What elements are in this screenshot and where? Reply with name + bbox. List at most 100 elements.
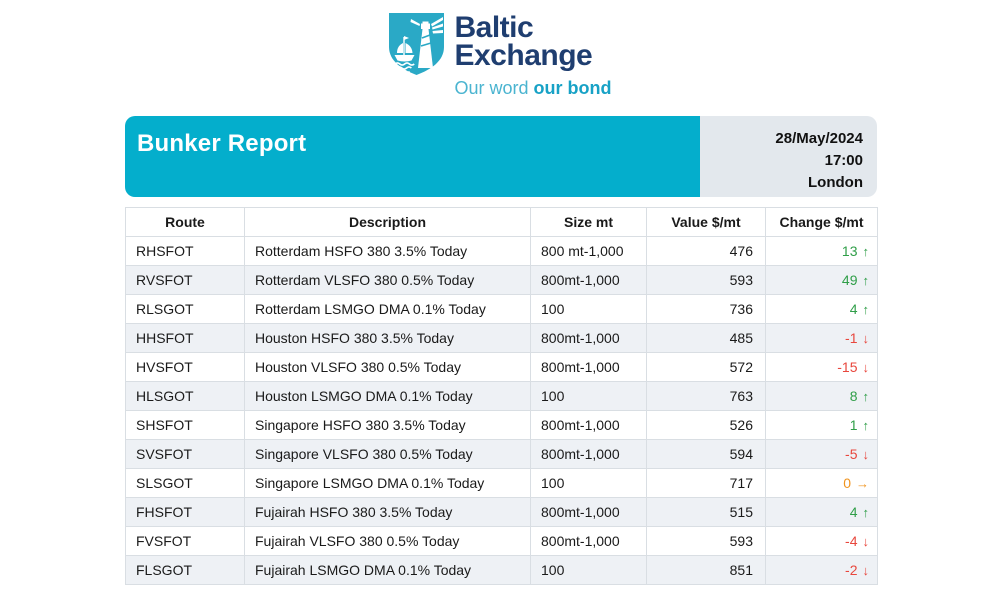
logo-name-line1: Baltic: [454, 11, 534, 44]
table-header-row: Route Description Size mt Value $/mt Cha…: [125, 207, 878, 237]
change-arrow-icon: ↓: [862, 331, 870, 346]
description-cell: Rotterdam VLSFO 380 0.5% Today: [244, 265, 531, 295]
value-cell: 594: [646, 439, 766, 469]
size-cell: 800mt-1,000: [530, 410, 647, 440]
value-cell: 736: [646, 294, 766, 324]
change-value: 8: [849, 388, 858, 404]
size-cell: 800 mt-1,000: [530, 236, 647, 266]
size-cell: 100: [530, 381, 647, 411]
change-value: -1: [845, 330, 858, 346]
tagline-bold: our bond: [533, 78, 612, 98]
header-size: Size mt: [530, 207, 647, 237]
change-cell: -5 ↓: [765, 439, 878, 469]
description-cell: Houston LSMGO DMA 0.1% Today: [244, 381, 531, 411]
change-arrow-icon: ↓: [862, 534, 870, 549]
size-cell: 800mt-1,000: [530, 526, 647, 556]
description-cell: Rotterdam HSFO 380 3.5% Today: [244, 236, 531, 266]
change-arrow-icon: ↓: [862, 563, 870, 578]
table-row: RHSFOT Rotterdam HSFO 380 3.5% Today 800…: [125, 236, 878, 266]
change-arrow-icon: →: [856, 476, 869, 491]
value-cell: 515: [646, 497, 766, 527]
change-cell: 4 ↑: [765, 294, 878, 324]
table-row: FHSFOT Fujairah HSFO 380 3.5% Today 800m…: [125, 497, 878, 527]
route-cell: RLSGOT: [125, 294, 245, 324]
change-arrow-icon: ↑: [862, 418, 870, 433]
change-cell: -4 ↓: [765, 526, 878, 556]
change-arrow-icon: ↓: [862, 360, 870, 375]
change-arrow-icon: ↑: [862, 273, 870, 288]
table-row: FLSGOT Fujairah LSMGO DMA 0.1% Today 100…: [125, 555, 878, 585]
route-cell: SVSFOT: [125, 439, 245, 469]
change-cell: 49 ↑: [765, 265, 878, 295]
description-cell: Fujairah LSMGO DMA 0.1% Today: [244, 555, 531, 585]
route-cell: FVSFOT: [125, 526, 245, 556]
description-cell: Singapore HSFO 380 3.5% Today: [244, 410, 531, 440]
table-row: HLSGOT Houston LSMGO DMA 0.1% Today 100 …: [125, 381, 878, 411]
change-value: 49: [841, 272, 858, 288]
change-cell: 4 ↑: [765, 497, 878, 527]
route-cell: SLSGOT: [125, 468, 245, 498]
table-row: SHSFOT Singapore HSFO 380 3.5% Today 800…: [125, 410, 878, 440]
table-row: RLSGOT Rotterdam LSMGO DMA 0.1% Today 10…: [125, 294, 878, 324]
change-arrow-icon: ↑: [862, 505, 870, 520]
description-cell: Houston HSFO 380 3.5% Today: [244, 323, 531, 353]
change-cell: 8 ↑: [765, 381, 878, 411]
size-cell: 100: [530, 468, 647, 498]
value-cell: 593: [646, 526, 766, 556]
route-cell: HHSFOT: [125, 323, 245, 353]
change-value: 1: [849, 417, 858, 433]
description-cell: Rotterdam LSMGO DMA 0.1% Today: [244, 294, 531, 324]
size-cell: 800mt-1,000: [530, 497, 647, 527]
table-row: SVSFOT Singapore VLSFO 380 0.5% Today 80…: [125, 439, 878, 469]
change-value: -2: [845, 562, 858, 578]
table-row: RVSFOT Rotterdam VLSFO 380 0.5% Today 80…: [125, 265, 878, 295]
bunker-table: Route Description Size mt Value $/mt Cha…: [125, 207, 878, 585]
size-cell: 800mt-1,000: [530, 352, 647, 382]
header-change: Change $/mt: [765, 207, 878, 237]
value-cell: 572: [646, 352, 766, 382]
change-cell: -1 ↓: [765, 323, 878, 353]
route-cell: HVSFOT: [125, 352, 245, 382]
logo-name-line2: Exchange: [454, 39, 593, 72]
size-cell: 100: [530, 294, 647, 324]
value-cell: 476: [646, 236, 766, 266]
description-cell: Fujairah VLSFO 380 0.5% Today: [244, 526, 531, 556]
route-cell: SHSFOT: [125, 410, 245, 440]
change-cell: 1 ↑: [765, 410, 878, 440]
value-cell: 526: [646, 410, 766, 440]
change-value: -15: [837, 359, 858, 375]
description-cell: Singapore VLSFO 380 0.5% Today: [244, 439, 531, 469]
description-cell: Houston VLSFO 380 0.5% Today: [244, 352, 531, 382]
change-arrow-icon: ↓: [862, 447, 870, 462]
route-cell: RVSFOT: [125, 265, 245, 295]
value-cell: 851: [646, 555, 766, 585]
tagline-regular: Our word: [454, 78, 534, 98]
value-cell: 717: [646, 468, 766, 498]
change-cell: 0 →: [765, 468, 878, 498]
size-cell: 800mt-1,000: [530, 265, 647, 295]
change-value: 4: [849, 301, 858, 317]
table-row: HVSFOT Houston VLSFO 380 0.5% Today 800m…: [125, 352, 878, 382]
change-value: 13: [841, 243, 858, 259]
size-cell: 100: [530, 555, 647, 585]
change-value: 4: [849, 504, 858, 520]
change-cell: -15 ↓: [765, 352, 878, 382]
route-cell: FHSFOT: [125, 497, 245, 527]
baltic-exchange-shield-icon: [389, 13, 445, 75]
table-row: SLSGOT Singapore LSMGO DMA 0.1% Today 10…: [125, 468, 878, 498]
report-header-band: Bunker Report 28/May/2024 17:00 London: [125, 116, 877, 197]
value-cell: 485: [646, 323, 766, 353]
report-meta-box: 28/May/2024 17:00 London: [700, 116, 877, 197]
header-description: Description: [244, 207, 531, 237]
report-time: 17:00: [824, 152, 863, 169]
header-value: Value $/mt: [646, 207, 766, 237]
table-row: HHSFOT Houston HSFO 380 3.5% Today 800mt…: [125, 323, 878, 353]
change-value: -5: [845, 446, 858, 462]
route-cell: HLSGOT: [125, 381, 245, 411]
header-route: Route: [125, 207, 245, 237]
size-cell: 800mt-1,000: [530, 439, 647, 469]
change-value: -4: [845, 533, 858, 549]
report-location: London: [808, 174, 863, 191]
change-cell: 13 ↑: [765, 236, 878, 266]
description-cell: Singapore LSMGO DMA 0.1% Today: [244, 468, 531, 498]
